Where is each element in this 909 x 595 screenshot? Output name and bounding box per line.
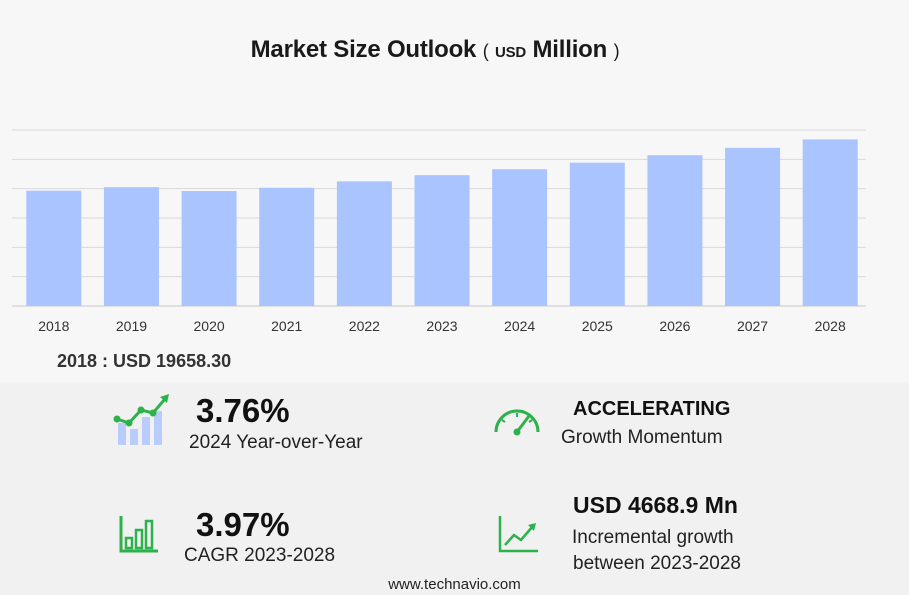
- metrics-panel: [0, 382, 909, 595]
- base-year-label: 2018 : USD 19658.30: [57, 351, 232, 371]
- x-tick-label: 2018: [38, 318, 69, 334]
- incremental-value: USD 4668.9 Mn: [573, 492, 738, 518]
- trend-line-icon: [498, 516, 538, 553]
- bar-chart: 2018 2019 2020 2021 2022 2023 2024 2025 2026 2027…: [12, 129, 866, 334]
- momentum-value: ACCELERATING: [573, 398, 731, 420]
- title-paren-close: ): [613, 41, 620, 61]
- x-tick-label: 2022: [349, 318, 380, 334]
- title-paren-open: (: [482, 41, 489, 61]
- bar-2018: [26, 190, 82, 306]
- bar-2028: [802, 139, 858, 306]
- x-tick-label: 2019: [116, 318, 147, 334]
- bar-2019: [103, 187, 159, 306]
- x-tick-label: 2028: [815, 318, 846, 334]
- footer-url: www.technavio.com: [388, 576, 521, 593]
- x-tick-label: 2026: [659, 318, 690, 334]
- bar-chart-icon: [119, 516, 158, 553]
- title-unit-currency: USD: [494, 44, 527, 61]
- title-unit-word: Million: [532, 36, 608, 63]
- speedometer-icon: [494, 409, 540, 436]
- x-tick-label: 2024: [504, 318, 535, 334]
- yoy-label: 2024 Year-over-Year: [189, 432, 363, 453]
- bar-2022: [336, 181, 392, 306]
- yoy-value: 3.76%: [196, 392, 290, 429]
- bar-2021: [259, 187, 315, 306]
- chart-title: Market Size Outlook ( USD Million ): [0, 36, 870, 64]
- bar-2020: [181, 191, 237, 306]
- bar-2025: [569, 162, 625, 306]
- cagr-value: 3.97%: [196, 506, 290, 543]
- bar-2027: [725, 147, 781, 306]
- bar-2023: [414, 175, 470, 306]
- bar-2024: [492, 169, 548, 306]
- incremental-label-line1: Incremental growth: [572, 527, 734, 548]
- x-tick-label: 2021: [271, 318, 302, 334]
- x-tick-label: 2027: [737, 318, 768, 334]
- incremental-label-line2: between 2023-2028: [573, 553, 741, 574]
- cagr-label: CAGR 2023-2028: [184, 545, 336, 566]
- bar-2026: [647, 155, 703, 306]
- x-tick-label: 2025: [582, 318, 613, 334]
- chart-title-main: Market Size Outlook: [250, 36, 477, 63]
- growth-bars-icon: [113, 394, 169, 445]
- x-tick-label: 2023: [426, 318, 457, 334]
- x-tick-label: 2020: [194, 318, 225, 334]
- momentum-label: Growth Momentum: [561, 427, 723, 448]
